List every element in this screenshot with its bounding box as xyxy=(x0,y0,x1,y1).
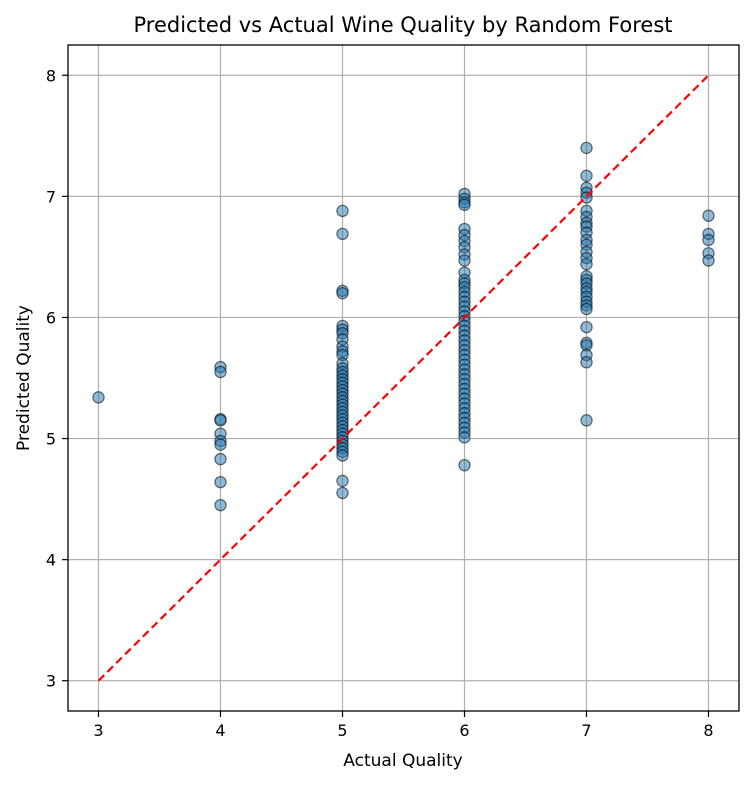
reference-line xyxy=(97,74,710,682)
data-point-47 xyxy=(336,449,349,462)
data-point-2 xyxy=(214,365,227,379)
data-point-4 xyxy=(214,414,227,427)
data-point-119 xyxy=(580,302,593,316)
x-tick-label-4: 4 xyxy=(215,721,225,740)
data-point-94 xyxy=(458,431,471,444)
y-tick-label-5: 5 xyxy=(46,430,56,449)
y-tick-label-3: 3 xyxy=(46,672,56,691)
x-axis-label: Actual Quality xyxy=(343,751,462,771)
y-axis-ticks: 3 4 5 6 7 8 xyxy=(46,66,68,691)
x-axis-ticks: 3 4 5 6 7 8 xyxy=(93,711,714,740)
data-point-96 xyxy=(580,141,593,155)
y-tick-label-4: 4 xyxy=(46,551,56,570)
data-point-14 xyxy=(336,287,349,300)
grid xyxy=(68,45,739,711)
data-point-11 xyxy=(336,204,349,218)
y-tick-label-7: 7 xyxy=(46,187,56,206)
data-point-59 xyxy=(458,254,471,267)
x-tick-label-6: 6 xyxy=(459,721,469,740)
data-point-53 xyxy=(458,198,471,212)
y-tick-label-6: 6 xyxy=(46,308,56,327)
chart-title: Predicted vs Actual Wine Quality by Rand… xyxy=(133,13,672,37)
data-point-12 xyxy=(336,227,349,241)
y-axis-label: Predicted Quality xyxy=(14,305,34,451)
plot-frame xyxy=(67,44,740,712)
data-points xyxy=(92,141,715,512)
data-point-48 xyxy=(336,474,349,488)
x-tick-label-5: 5 xyxy=(337,721,347,740)
data-point-130 xyxy=(702,254,715,267)
data-point-124 xyxy=(580,356,593,369)
data-point-97 xyxy=(580,169,593,182)
x-tick-label-7: 7 xyxy=(581,721,591,740)
data-point-125 xyxy=(580,414,593,427)
data-point-110 xyxy=(580,257,593,271)
data-point-49 xyxy=(336,486,349,500)
data-point-95 xyxy=(458,458,471,472)
data-point-128 xyxy=(702,233,715,247)
data-point-126 xyxy=(702,209,715,222)
y-tick-label-8: 8 xyxy=(46,66,56,85)
x-tick-label-8: 8 xyxy=(703,721,713,740)
data-point-9 xyxy=(214,475,227,489)
data-point-7 xyxy=(214,438,227,451)
data-point-120 xyxy=(580,320,593,334)
data-point-0 xyxy=(92,391,105,404)
x-tick-label-3: 3 xyxy=(93,721,103,740)
data-point-10 xyxy=(214,498,227,512)
data-point-8 xyxy=(214,452,227,466)
